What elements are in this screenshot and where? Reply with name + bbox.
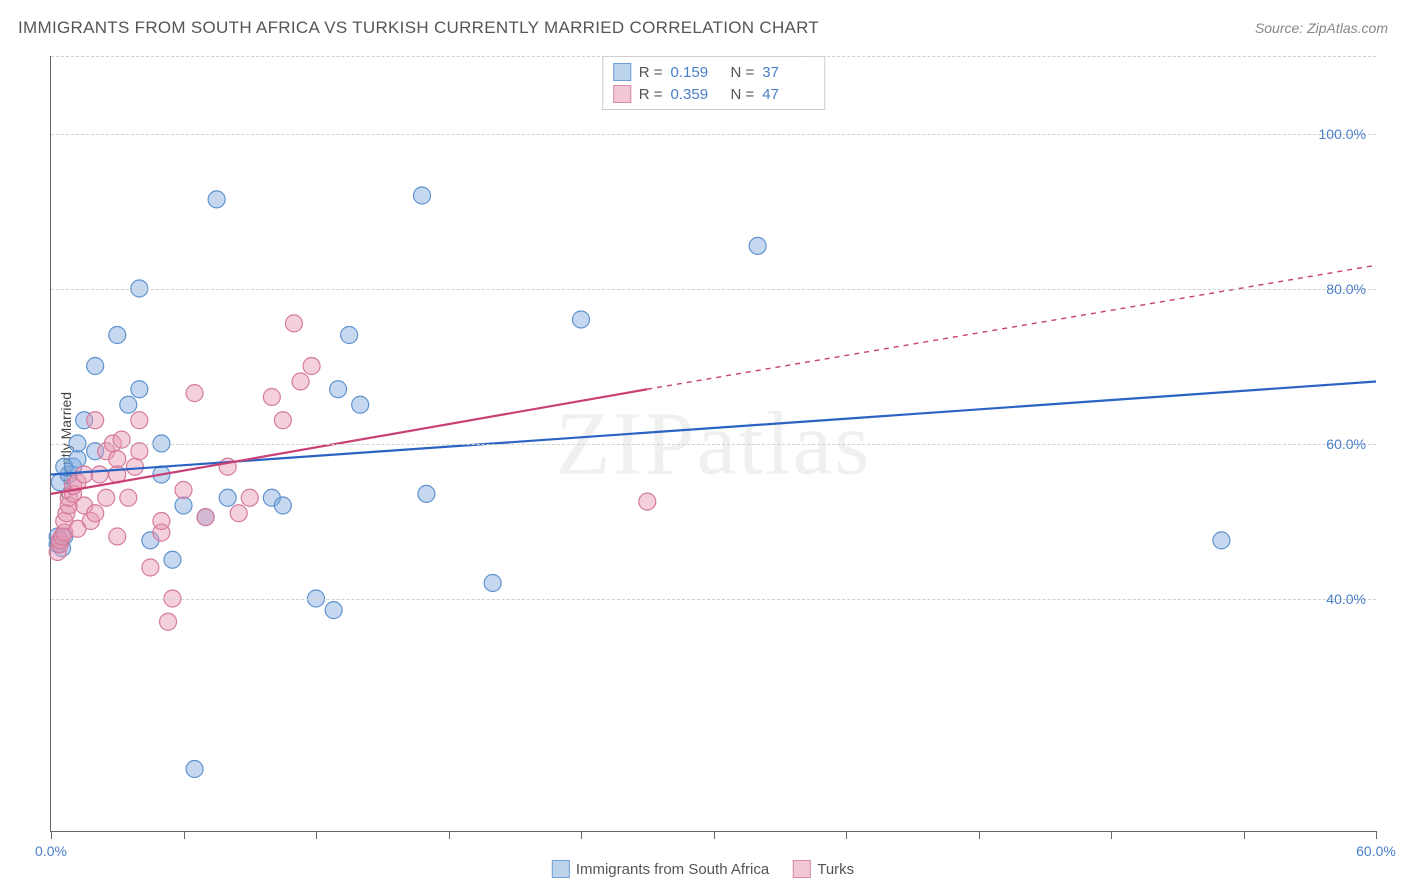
scatter-point	[142, 559, 159, 576]
x-tick	[449, 831, 450, 839]
series-swatch	[613, 63, 631, 81]
x-tick-label: 60.0%	[1356, 843, 1396, 859]
y-tick-label: 80.0%	[1326, 281, 1366, 297]
scatter-point	[418, 485, 435, 502]
x-tick	[979, 831, 980, 839]
scatter-point	[160, 613, 177, 630]
scatter-point	[87, 505, 104, 522]
trend-line	[51, 382, 1376, 475]
scatter-point	[186, 761, 203, 778]
scatter-point	[241, 489, 258, 506]
scatter-point	[749, 237, 766, 254]
x-tick	[846, 831, 847, 839]
stats-legend-box: R = 0.159 N = 37 R = 0.359 N = 47	[602, 56, 826, 110]
chart-header: IMMIGRANTS FROM SOUTH AFRICA VS TURKISH …	[18, 18, 1388, 38]
scatter-point	[484, 575, 501, 592]
series-swatch	[793, 860, 811, 878]
scatter-point	[131, 412, 148, 429]
scatter-point	[1213, 532, 1230, 549]
scatter-point	[352, 396, 369, 413]
scatter-point	[175, 482, 192, 499]
y-tick-label: 100.0%	[1319, 126, 1366, 142]
gridline	[51, 444, 1376, 445]
stat-r-value: 0.159	[671, 64, 723, 81]
stat-r-label: R =	[639, 64, 663, 81]
series-swatch	[552, 860, 570, 878]
x-tick	[316, 831, 317, 839]
stat-n-label: N =	[731, 64, 755, 81]
x-tick	[1244, 831, 1245, 839]
scatter-point	[219, 489, 236, 506]
legend-label: Immigrants from South Africa	[576, 861, 769, 878]
plot-area: ZIPatlas R =0.159N =37R =0.359N =47 40.0…	[50, 56, 1376, 832]
legend-item: Turks	[793, 860, 854, 878]
scatter-point	[325, 602, 342, 619]
scatter-point	[292, 373, 309, 390]
scatter-point	[573, 311, 590, 328]
scatter-point	[186, 385, 203, 402]
stats-row: R = 0.359 N = 47	[613, 83, 815, 105]
scatter-point	[109, 528, 126, 545]
scatter-point	[341, 327, 358, 344]
scatter-point	[303, 358, 320, 375]
gridline	[51, 599, 1376, 600]
scatter-point	[126, 458, 143, 475]
y-tick-label: 60.0%	[1326, 436, 1366, 452]
x-tick	[1111, 831, 1112, 839]
x-tick-label: 0.0%	[35, 843, 67, 859]
chart-title: IMMIGRANTS FROM SOUTH AFRICA VS TURKISH …	[18, 18, 819, 38]
scatter-point	[113, 431, 130, 448]
scatter-point	[414, 187, 431, 204]
scatter-point	[131, 381, 148, 398]
gridline	[51, 289, 1376, 290]
scatter-point	[87, 412, 104, 429]
legend-label: Turks	[817, 861, 854, 878]
scatter-point	[274, 497, 291, 514]
x-tick	[1376, 831, 1377, 839]
stat-n-value: 47	[762, 86, 814, 103]
scatter-point	[109, 451, 126, 468]
stat-r-label: R =	[639, 86, 663, 103]
scatter-point	[153, 513, 170, 530]
trend-line-extrapolated	[647, 265, 1376, 389]
scatter-point	[109, 327, 126, 344]
stats-row: R = 0.159 N = 37	[613, 61, 815, 83]
series-swatch	[613, 85, 631, 103]
series-legend: Immigrants from South Africa Turks	[552, 860, 854, 878]
scatter-point	[131, 443, 148, 460]
source-label: Source: ZipAtlas.com	[1255, 20, 1388, 36]
x-tick	[51, 831, 52, 839]
scatter-point	[69, 451, 86, 468]
scatter-point	[330, 381, 347, 398]
scatter-point	[164, 551, 181, 568]
y-tick-label: 40.0%	[1326, 591, 1366, 607]
scatter-point	[98, 489, 115, 506]
scatter-point	[120, 396, 137, 413]
scatter-point	[285, 315, 302, 332]
x-tick	[184, 831, 185, 839]
gridline	[51, 56, 1376, 57]
scatter-point	[87, 358, 104, 375]
scatter-point	[91, 466, 108, 483]
scatter-point	[76, 466, 93, 483]
scatter-point	[230, 505, 247, 522]
scatter-point	[120, 489, 137, 506]
scatter-point	[175, 497, 192, 514]
stat-r-value: 0.359	[671, 86, 723, 103]
scatter-point	[639, 493, 656, 510]
x-tick	[714, 831, 715, 839]
scatter-point	[263, 389, 280, 406]
scatter-point	[208, 191, 225, 208]
trend-line	[51, 389, 647, 494]
legend-item: Immigrants from South Africa	[552, 860, 769, 878]
stat-n-value: 37	[762, 64, 814, 81]
x-tick	[581, 831, 582, 839]
gridline	[51, 134, 1376, 135]
scatter-point	[197, 509, 214, 526]
scatter-point	[274, 412, 291, 429]
stat-n-label: N =	[731, 86, 755, 103]
